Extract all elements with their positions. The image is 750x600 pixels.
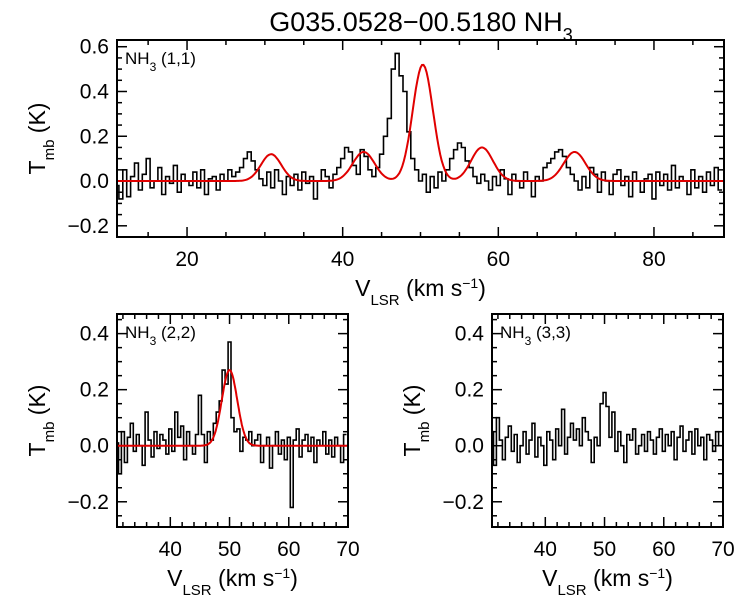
y-axis-title: Tmb (K): [24, 385, 58, 457]
nh3-22-gaussian-fit: [117, 369, 348, 447]
x-tick-label: 60: [652, 538, 675, 561]
nh3-22-panel: 40 50 60 70 −0.2 0.0 0.2 0.4 NH3 (2,2) VLSR (km s…: [24, 313, 360, 599]
nh3-11-gaussian-fit: [117, 63, 724, 182]
y-tick-label: 0.4: [80, 323, 110, 346]
y-tick-label: 0.6: [80, 36, 109, 59]
x-tick-label: 60: [487, 248, 510, 271]
nh3-22-spectrum: [117, 341, 347, 509]
y-tick-label: 0.2: [455, 379, 484, 402]
y-tick-label: 0.0: [455, 435, 484, 458]
x-tick-label: 40: [159, 538, 182, 561]
panel-label: NH3 (2,2): [125, 323, 196, 348]
y-axis-title: Tmb (K): [399, 385, 433, 457]
x-tick-label: 70: [336, 538, 359, 561]
x-axis-title: VLSR (km s−1): [355, 275, 486, 309]
x-tick-label: 40: [534, 538, 557, 561]
panel-label: NH3 (1,1): [125, 49, 196, 74]
y-tick-label: 0.4: [455, 323, 485, 346]
x-axis-title: VLSR (km s−1): [167, 565, 298, 599]
nh3-11-spectrum: [117, 52, 723, 200]
nh3-33-spectrum: [492, 391, 722, 467]
nh3-33-panel: 40 50 60 70 −0.2 0.0 0.2 0.4 NH3 (3,3) VLSR (km s…: [399, 313, 735, 599]
y-tick-label: −0.2: [68, 215, 109, 238]
plot-frame: [116, 313, 349, 528]
plot-frame: [491, 313, 724, 528]
x-tick-label: 40: [331, 248, 354, 271]
figure-title: G035.0528−00.5180 NH3: [269, 7, 573, 45]
nh3-11-panel: 20 40 60 80 −0.2 0.0 0.2 0.4 0.6 NH3 (1,1) VLSR (k…: [24, 36, 725, 309]
y-tick-label: 0.4: [80, 80, 110, 103]
x-tick-label: 20: [175, 248, 198, 271]
y-tick-label: 0.2: [80, 379, 109, 402]
x-tick-label: 60: [277, 538, 300, 561]
y-axis-title: Tmb (K): [24, 103, 58, 175]
x-tick-label: 50: [218, 538, 241, 561]
x-tick-label: 70: [711, 538, 734, 561]
y-tick-label: 0.2: [80, 125, 109, 148]
plot-frame: [116, 39, 725, 238]
x-tick-label: 50: [593, 538, 616, 561]
y-tick-label: −0.2: [68, 491, 109, 514]
y-tick-label: 0.0: [80, 170, 109, 193]
panel-label: NH3 (3,3): [500, 323, 571, 348]
x-axis-title: VLSR (km s−1): [542, 565, 673, 599]
y-tick-label: −0.2: [443, 491, 484, 514]
x-tick-label: 80: [642, 248, 665, 271]
y-tick-label: 0.0: [80, 435, 109, 458]
